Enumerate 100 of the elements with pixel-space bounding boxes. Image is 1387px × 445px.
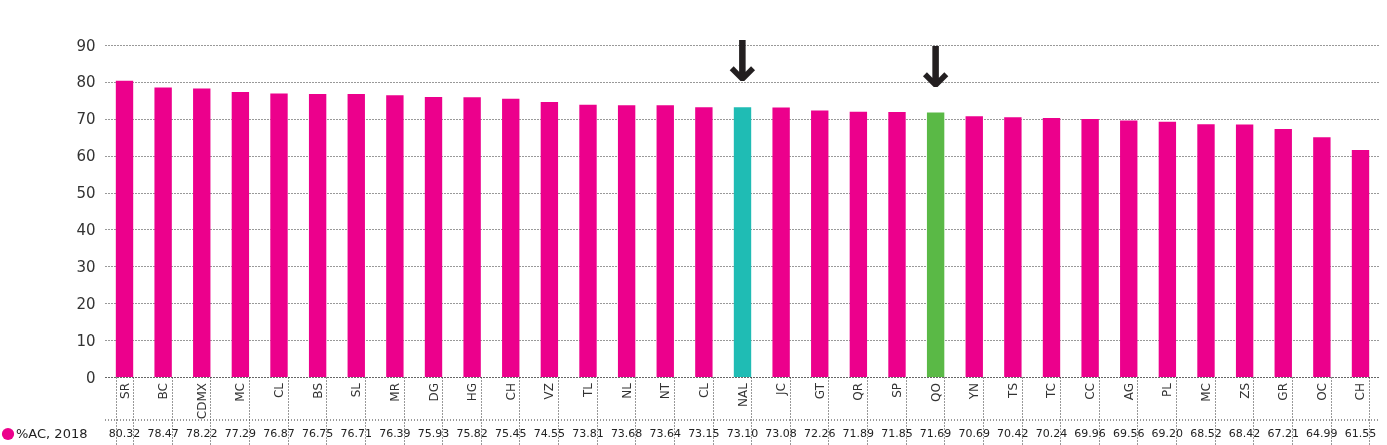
text: 73.68 bbox=[610, 427, 643, 440]
bar bbox=[1235, 124, 1254, 377]
x-tick-label: GT bbox=[812, 382, 827, 400]
y-tick-label: 0 bbox=[85, 368, 96, 387]
text: 76.71 bbox=[340, 427, 372, 440]
x-tick-label: MR bbox=[387, 383, 402, 402]
text: 69.56 bbox=[1113, 427, 1145, 440]
bar bbox=[115, 80, 134, 377]
bar bbox=[1197, 124, 1215, 377]
text: 73.81 bbox=[572, 427, 604, 440]
text: 73.15 bbox=[688, 427, 720, 440]
bar bbox=[386, 95, 404, 377]
x-tick-label: OC bbox=[1314, 383, 1329, 401]
x-tick-label: AG bbox=[1121, 383, 1136, 401]
bar bbox=[579, 104, 597, 377]
x-tick-label: GR bbox=[1276, 383, 1291, 401]
y-tick-label: 60 bbox=[76, 147, 96, 166]
bar bbox=[926, 112, 945, 377]
text: 76.75 bbox=[301, 427, 334, 440]
text: 71.89 bbox=[842, 427, 875, 440]
bar bbox=[193, 88, 211, 377]
x-tick-label: QO bbox=[928, 383, 943, 402]
y-tick-label: 90 bbox=[76, 36, 96, 55]
x-tick-label: JC bbox=[774, 383, 789, 396]
x-tick-label: BC bbox=[156, 383, 171, 400]
x-tick-label: SR bbox=[117, 383, 132, 399]
annotation: ↓ bbox=[719, 29, 766, 95]
text: 73.08 bbox=[765, 427, 797, 440]
x-tick-label: CH bbox=[1353, 383, 1368, 401]
annotation: ↓ bbox=[912, 34, 960, 100]
bar bbox=[270, 93, 288, 377]
bar bbox=[1274, 129, 1292, 377]
text: 67.21 bbox=[1267, 427, 1299, 440]
text: 78.47 bbox=[147, 427, 179, 440]
x-tick-label: CL bbox=[696, 382, 711, 399]
x-tick-label: CC bbox=[1083, 383, 1098, 400]
text: 69.20 bbox=[1151, 427, 1184, 440]
bar bbox=[154, 87, 172, 377]
y-tick-label: 10 bbox=[76, 331, 96, 350]
text: 75.93 bbox=[417, 427, 450, 440]
x-tick-label: PL bbox=[1160, 382, 1175, 397]
x-tick-label: NT bbox=[658, 382, 673, 400]
x-tick-label: CDMX bbox=[194, 383, 209, 420]
x-tick-label: ZS bbox=[1237, 383, 1252, 399]
y-tick-label: 80 bbox=[76, 73, 96, 92]
y-tick-label: 70 bbox=[76, 110, 96, 129]
bar bbox=[1351, 149, 1370, 377]
text: 75.45 bbox=[495, 427, 527, 440]
x-tick-label: TC bbox=[1044, 383, 1059, 400]
text: 68.52 bbox=[1190, 427, 1222, 440]
text: 77.29 bbox=[224, 427, 257, 440]
text: 76.87 bbox=[263, 427, 295, 440]
x-tick-label: MC bbox=[233, 383, 248, 402]
text: 76.39 bbox=[379, 427, 411, 440]
bar bbox=[965, 116, 983, 377]
x-tick-label: NL bbox=[619, 382, 634, 399]
y-tick-label: 20 bbox=[76, 294, 96, 313]
bar bbox=[1004, 117, 1022, 377]
bar bbox=[463, 97, 481, 377]
x-tick-label: MC bbox=[1199, 383, 1213, 402]
y-tick-label: 30 bbox=[76, 257, 96, 276]
text: 70.69 bbox=[958, 427, 990, 440]
x-tick-label: DG bbox=[426, 383, 441, 402]
bar bbox=[695, 107, 713, 377]
x-tick-label: QR bbox=[851, 383, 866, 401]
bar bbox=[231, 91, 250, 377]
text: 73.64 bbox=[649, 427, 681, 440]
bar bbox=[849, 111, 868, 377]
bar bbox=[308, 93, 327, 377]
y-tick-label: 40 bbox=[76, 220, 96, 239]
x-tick-label: BS bbox=[310, 383, 325, 399]
x-tick-label: VZ bbox=[542, 383, 557, 400]
bar bbox=[1120, 120, 1138, 377]
text: 70.24 bbox=[1035, 427, 1068, 440]
text: 71.69 bbox=[919, 427, 952, 440]
bar bbox=[502, 98, 520, 377]
x-tick-label: SL bbox=[349, 382, 364, 398]
text: 68.42 bbox=[1228, 427, 1261, 440]
text: 72.26 bbox=[804, 427, 836, 440]
bar bbox=[1158, 121, 1177, 377]
text: 78.22 bbox=[186, 427, 218, 440]
x-tick-label: TL bbox=[581, 382, 595, 399]
bar bbox=[1313, 137, 1331, 377]
bar bbox=[888, 111, 906, 377]
bar bbox=[656, 105, 674, 377]
bar bbox=[733, 107, 752, 377]
x-tick-label: HG bbox=[465, 383, 480, 402]
text: 75.82 bbox=[456, 427, 488, 440]
y-tick-label: 50 bbox=[76, 184, 96, 203]
text: 61.55 bbox=[1344, 427, 1377, 440]
x-tick-label: SP bbox=[890, 383, 904, 398]
bar bbox=[424, 96, 443, 377]
bar bbox=[347, 94, 365, 377]
bar bbox=[617, 105, 636, 377]
x-tick-label: YN bbox=[967, 383, 982, 401]
text: 71.85 bbox=[881, 427, 913, 440]
bar bbox=[1081, 118, 1099, 377]
text: 74.55 bbox=[533, 427, 566, 440]
text: 80.32 bbox=[108, 427, 141, 440]
bar bbox=[772, 107, 790, 377]
